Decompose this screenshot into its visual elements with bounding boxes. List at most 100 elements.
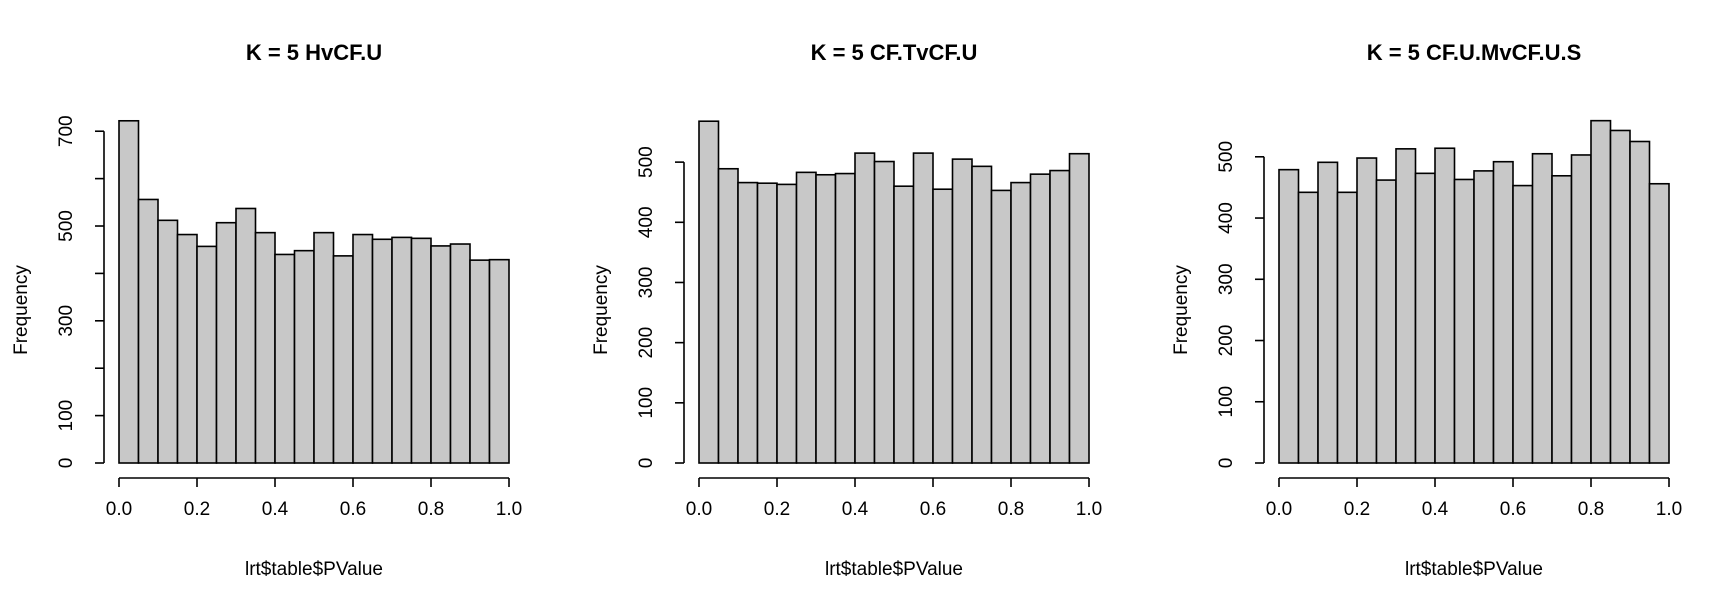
histogram-bar bbox=[912, 152, 934, 464]
histogram-bar bbox=[893, 185, 915, 464]
x-tick-label: 0.0 bbox=[106, 499, 132, 520]
y-tick-label: 300 bbox=[56, 305, 77, 337]
histogram-bar bbox=[332, 255, 354, 464]
histogram-bar bbox=[1551, 174, 1573, 464]
histogram-bar bbox=[1512, 184, 1534, 464]
y-tick-label: 200 bbox=[1216, 325, 1237, 357]
histogram-bar bbox=[971, 165, 993, 464]
histogram-panel-3: K = 5 CF.U.MvCF.U.S 0.0 0.2 0.4 0.6 0.8 1.0 lrt… bbox=[1171, 40, 1682, 580]
histogram-bar bbox=[1570, 154, 1592, 464]
histogram-bar bbox=[449, 243, 471, 464]
histogram-bar bbox=[488, 258, 510, 464]
histogram-bar bbox=[737, 181, 759, 464]
y-axis-label: Frequency bbox=[11, 265, 32, 355]
chart-title: K = 5 CF.TvCF.U bbox=[811, 40, 978, 65]
y-tick-label: 500 bbox=[636, 146, 657, 178]
x-axis-label: lrt$table$PValue bbox=[245, 559, 383, 580]
histogram-bar bbox=[1434, 147, 1456, 464]
x-tick-label: 0.0 bbox=[1266, 499, 1292, 520]
histogram-bar bbox=[352, 233, 374, 464]
histogram-bar bbox=[873, 160, 895, 464]
histogram-bar bbox=[1029, 173, 1051, 464]
histogram-bar bbox=[795, 171, 817, 464]
histogram-bar bbox=[137, 198, 159, 464]
y-tick-label: 0 bbox=[1216, 458, 1237, 469]
histogram-bar bbox=[990, 189, 1012, 464]
x-tick-label: 0.6 bbox=[340, 499, 366, 520]
x-tick-label: 0.8 bbox=[998, 499, 1024, 520]
histogram-bar bbox=[951, 158, 973, 464]
x-axis-label: lrt$table$PValue bbox=[825, 559, 963, 580]
y-axis-label: Frequency bbox=[1171, 265, 1192, 355]
y-tick-label: 200 bbox=[636, 327, 657, 359]
histogram-bar bbox=[215, 221, 237, 464]
x-tick-label: 0.2 bbox=[184, 499, 210, 520]
x-tick-label: 1.0 bbox=[1076, 499, 1102, 520]
histogram-panel-2: K = 5 CF.TvCF.U 0.0 0.2 0.4 0.6 0.8 1.0 lrt$tab… bbox=[591, 40, 1102, 580]
y-tick-label: 400 bbox=[1216, 202, 1237, 234]
y-tick-label: 500 bbox=[56, 210, 77, 242]
histogram-bar bbox=[1068, 152, 1090, 464]
histogram-bar bbox=[293, 249, 315, 464]
y-tick-label: 500 bbox=[1216, 141, 1237, 173]
x-tick-label: 0.4 bbox=[1422, 499, 1449, 520]
histogram-bar bbox=[776, 183, 798, 464]
x-tick-label: 0.8 bbox=[418, 499, 444, 520]
y-tick-label: 100 bbox=[56, 400, 77, 432]
histogram-bar bbox=[1629, 140, 1651, 464]
x-tick-label: 0.2 bbox=[1344, 499, 1370, 520]
histogram-bar bbox=[196, 245, 218, 464]
y-tick-label: 300 bbox=[1216, 263, 1237, 295]
histogram-bar bbox=[1317, 161, 1339, 464]
y-tick-label: 400 bbox=[636, 206, 657, 238]
histogram-bar bbox=[932, 188, 954, 464]
histogram-bar bbox=[313, 231, 335, 464]
x-tick-label: 1.0 bbox=[496, 499, 522, 520]
histogram-bar bbox=[815, 173, 837, 464]
histogram-bar bbox=[1473, 170, 1495, 464]
histogram-bar bbox=[717, 167, 739, 464]
y-tick-label: 300 bbox=[636, 267, 657, 299]
histogram-bar bbox=[756, 182, 778, 464]
histogram-bar bbox=[235, 207, 257, 464]
y-tick-label: 0 bbox=[636, 458, 657, 469]
x-tick-label: 0.6 bbox=[1500, 499, 1526, 520]
histogram-bar bbox=[834, 172, 856, 464]
histogram-bar bbox=[1297, 191, 1319, 464]
x-axis-label: lrt$table$PValue bbox=[1405, 559, 1543, 580]
histogram-bar bbox=[410, 237, 432, 464]
x-tick-label: 0.8 bbox=[1578, 499, 1604, 520]
chart-title: K = 5 HvCF.U bbox=[246, 40, 382, 65]
y-axis-label: Frequency bbox=[591, 265, 612, 355]
histogram-bar bbox=[1049, 169, 1071, 464]
histogram-bar bbox=[1531, 152, 1553, 464]
histogram-panel-1: K = 5 HvCF.U 0.0 0.2 0.4 0.6 0.8 1.0 lrt$table$… bbox=[11, 40, 522, 580]
histogram-bar bbox=[1395, 148, 1417, 464]
histogram-bar bbox=[118, 119, 140, 464]
histogram-bar bbox=[274, 253, 296, 464]
histogram-bar bbox=[371, 238, 393, 464]
x-tick-label: 0.4 bbox=[842, 499, 869, 520]
y-tick-label: 0 bbox=[56, 458, 77, 469]
chart-title: K = 5 CF.U.MvCF.U.S bbox=[1367, 40, 1582, 65]
histogram-bar bbox=[157, 219, 179, 464]
histogram-bar bbox=[698, 120, 720, 464]
histogram-bar bbox=[1278, 168, 1300, 464]
y-tick-label: 700 bbox=[56, 115, 77, 147]
x-tick-label: 0.2 bbox=[764, 499, 790, 520]
y-tick-label: 100 bbox=[636, 387, 657, 419]
histogram-bar bbox=[176, 233, 198, 464]
histogram-bar bbox=[1590, 119, 1612, 464]
histogram-bar bbox=[430, 245, 452, 464]
histogram-bar bbox=[1453, 178, 1475, 464]
histogram-bar bbox=[1492, 160, 1514, 464]
histogram-bar bbox=[1375, 179, 1397, 464]
histogram-bar bbox=[1336, 191, 1358, 464]
x-tick-label: 0.4 bbox=[262, 499, 289, 520]
x-tick-label: 1.0 bbox=[1656, 499, 1682, 520]
histogram-bar bbox=[854, 152, 876, 464]
histogram-bar bbox=[1648, 182, 1670, 464]
x-tick-label: 0.6 bbox=[920, 499, 946, 520]
histogram-bar bbox=[469, 259, 491, 464]
